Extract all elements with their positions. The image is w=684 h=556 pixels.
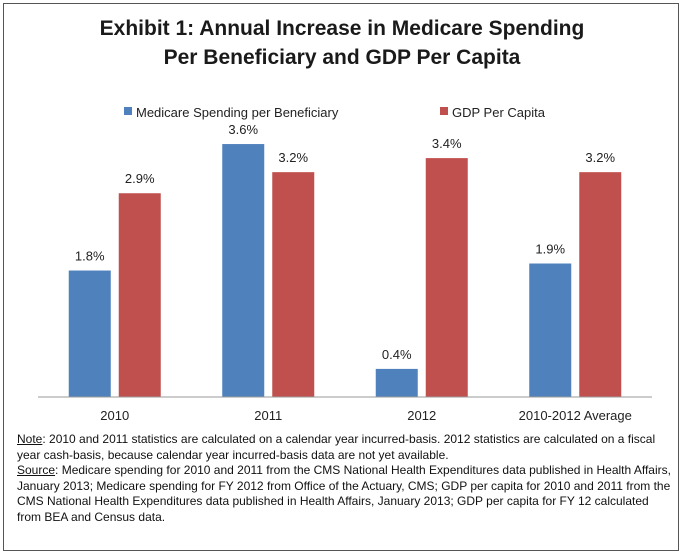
source-text: : Medicare spending for 2010 and 2011 fr…: [17, 463, 671, 524]
chart-title-line-1: Exhibit 1: Annual Increase in Medicare S…: [99, 17, 585, 40]
data-label-gdp-2: 3.4%: [432, 136, 462, 151]
bar-gdp-0: [118, 193, 161, 397]
bar-gdp-2: [425, 158, 468, 397]
data-label-gdp-0: 2.9%: [125, 171, 155, 186]
note-label: Note: [17, 432, 43, 446]
data-label-medicare-0: 1.8%: [75, 249, 105, 264]
chart-title: Exhibit 1: Annual Increase in Medicare S…: [0, 14, 684, 72]
note-text: : 2010 and 2011 statistics are calculate…: [17, 432, 656, 462]
x-tick-labels: 2010 2011 2012 2010-2012 Average: [100, 408, 632, 423]
bar-chart: Medicare Spending per Beneficiary GDP Pe…: [38, 105, 652, 423]
bars-layer: [68, 144, 622, 397]
x-tick-label-2: 2012: [407, 408, 436, 423]
legend-label-gdp: GDP Per Capita: [452, 105, 546, 120]
footnotes: Note: 2010 and 2011 statistics are calcu…: [17, 432, 672, 525]
source-paragraph: Source: Medicare spending for 2010 and 2…: [17, 463, 672, 525]
x-tick-label-3: 2010-2012 Average: [519, 408, 632, 423]
chart-title-line-2: Per Beneficiary and GDP Per Capita: [163, 46, 521, 69]
data-label-gdp-1: 3.2%: [278, 150, 308, 165]
note-paragraph: Note: 2010 and 2011 statistics are calcu…: [17, 432, 672, 463]
bar-gdp-1: [272, 172, 315, 397]
bar-medicare-2: [375, 368, 418, 397]
legend-swatch-gdp: [440, 107, 448, 115]
data-label-medicare-2: 0.4%: [382, 347, 412, 362]
legend-swatch-medicare: [124, 107, 132, 115]
bar-medicare-0: [68, 270, 111, 397]
source-label: Source: [17, 463, 56, 477]
legend-label-medicare: Medicare Spending per Beneficiary: [136, 105, 339, 120]
bar-gdp-3: [579, 172, 622, 397]
x-tick-label-0: 2010: [100, 408, 129, 423]
data-label-medicare-3: 1.9%: [535, 242, 565, 257]
x-tick-label-1: 2011: [254, 408, 282, 423]
bar-medicare-3: [529, 263, 572, 397]
data-label-gdp-3: 3.2%: [585, 150, 615, 165]
data-label-medicare-1: 3.6%: [228, 122, 258, 137]
legend: Medicare Spending per Beneficiary GDP Pe…: [124, 105, 546, 120]
bar-medicare-1: [222, 144, 265, 397]
data-labels-layer: 1.8% 2.9% 3.6% 3.2% 0.4% 3.4% 1.9% 3.2%: [75, 122, 616, 362]
